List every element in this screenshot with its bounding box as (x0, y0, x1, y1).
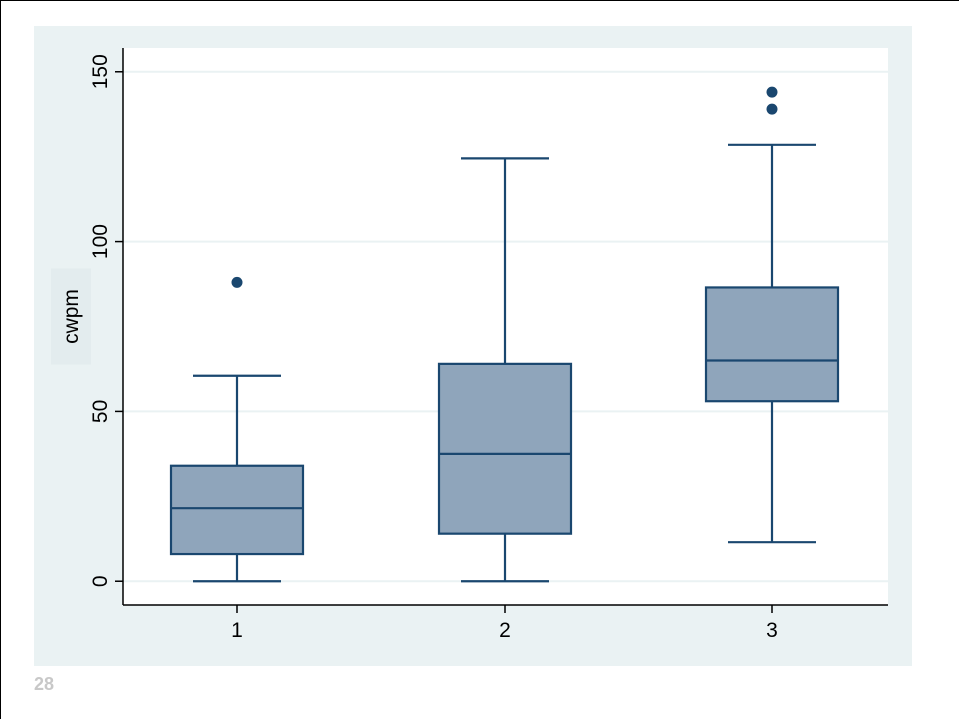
y-tick-label: 100 (89, 224, 112, 259)
iqr-box (437, 362, 573, 535)
outlier-point (766, 103, 778, 115)
box-series (169, 86, 840, 583)
x-tick-label: 1 (231, 619, 243, 642)
x-tick-label: 2 (499, 619, 511, 642)
box-3 (704, 86, 840, 544)
chart-panel: 0 50 100 150 1 2 3 cwpm (34, 26, 912, 666)
axes: 0 50 100 150 1 2 3 (89, 48, 888, 642)
iqr-box (169, 464, 305, 556)
y-axis-title: cwpm (60, 289, 83, 344)
box-2 (437, 157, 573, 583)
outlier-point (231, 276, 243, 288)
y-tick-label: 0 (89, 575, 112, 587)
y-tick-label: 150 (89, 54, 112, 89)
y-axis-title-background (51, 268, 91, 365)
box-1 (169, 276, 305, 583)
box-plot: 0 50 100 150 1 2 3 cwpm (51, 48, 888, 642)
x-tick-label: 3 (766, 619, 778, 642)
outlier-point (766, 86, 778, 98)
page-number: 28 (34, 674, 55, 694)
iqr-box (704, 286, 840, 403)
y-tick-label: 50 (89, 400, 112, 423)
